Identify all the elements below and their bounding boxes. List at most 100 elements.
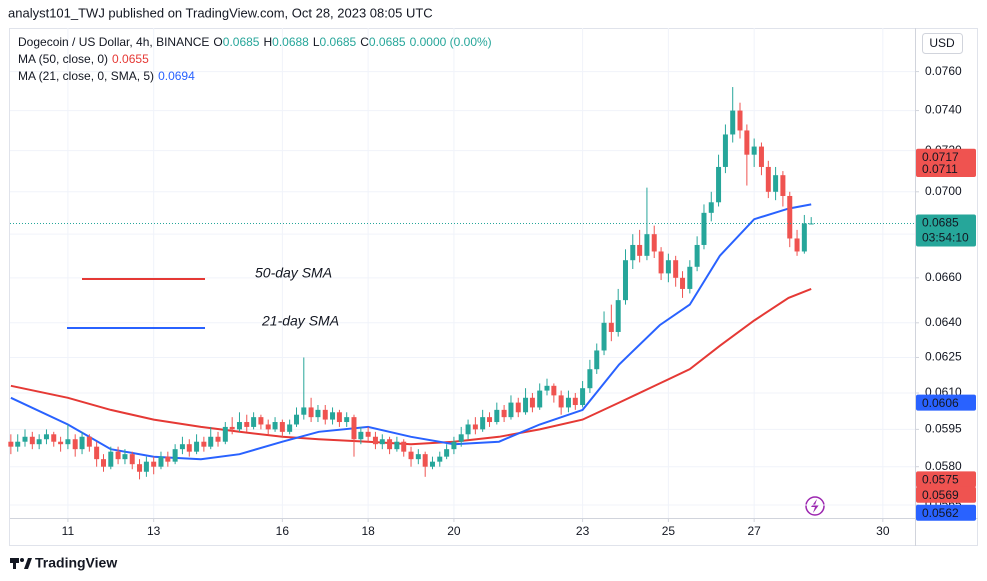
candle-body <box>236 422 242 430</box>
candle-body <box>558 395 564 408</box>
annotation-text: 50-day SMA <box>255 265 332 281</box>
candle-body <box>372 436 378 445</box>
candle-body <box>365 431 371 437</box>
change: 0.0000 (0.00%) <box>409 35 492 49</box>
candle-body <box>394 441 400 450</box>
ohlc-label: L <box>312 35 320 49</box>
candle-body <box>465 424 471 435</box>
candle-body <box>186 444 192 452</box>
ohlc-label: C <box>360 35 369 49</box>
brand-logo <box>10 558 32 569</box>
alert-icon[interactable] <box>805 496 825 516</box>
candle-body <box>122 454 128 460</box>
chart-frame <box>9 28 978 546</box>
candle-body <box>701 212 707 245</box>
candle-body <box>472 424 478 430</box>
candle-body <box>565 397 571 408</box>
candle-body <box>22 436 28 442</box>
ma-value: 0.0694 <box>158 69 195 83</box>
ohlc-label: H <box>263 35 273 49</box>
y-tick-label: 0.0760 <box>925 64 962 78</box>
candle-body <box>529 397 535 408</box>
candle-body <box>58 441 64 445</box>
price-badge-label: 0.0717 <box>922 150 959 164</box>
candle-body <box>580 388 586 406</box>
candle-body <box>143 461 149 472</box>
y-tick-label: 0.0625 <box>925 350 962 364</box>
candle-body <box>680 277 686 289</box>
candle-body <box>179 444 185 450</box>
price-badge <box>916 394 976 411</box>
ma-name: MA (21, close, 0, SMA, 5) <box>18 69 155 83</box>
candle-body <box>608 322 614 332</box>
candle-body <box>665 260 671 274</box>
x-tick-label: 23 <box>576 524 590 538</box>
candle-body <box>437 456 443 462</box>
candle-body <box>523 397 529 413</box>
candle-body <box>422 454 428 467</box>
candle-body <box>129 454 135 465</box>
candle-body <box>480 417 486 430</box>
candle-body <box>229 426 235 430</box>
candle-body <box>730 110 736 135</box>
candle-body <box>65 439 71 445</box>
ma-name: MA (50, close, 0) <box>18 52 109 66</box>
candle-body <box>279 422 285 432</box>
legend-row: MA (21, close, 0, SMA, 5) 0.0694 <box>18 68 496 85</box>
candle-body <box>780 175 786 196</box>
candle-body <box>358 431 364 440</box>
candle-body <box>651 234 657 252</box>
candle-body <box>315 409 321 418</box>
currency-box[interactable] <box>922 33 963 54</box>
candle-body <box>79 436 85 450</box>
candle-body <box>287 424 293 432</box>
candle-body <box>351 417 357 440</box>
published-line: analyst101_TWJ published on TradingView.… <box>8 5 433 20</box>
candle-body <box>801 223 807 252</box>
candle-body <box>258 417 264 425</box>
candle-body <box>101 459 107 467</box>
legend: Dogecoin / US Dollar, 4h, BINANCE O0.0685… <box>18 34 496 85</box>
price-badge-label: 0.0569 <box>922 488 959 502</box>
candle-body <box>151 461 157 467</box>
candle-body <box>765 166 771 192</box>
price-badge <box>916 504 976 521</box>
candle-body <box>444 449 450 457</box>
candle-body <box>322 409 328 420</box>
candle-body <box>458 434 464 442</box>
candle-body <box>115 451 121 460</box>
y-tick-label: 0.0660 <box>925 270 962 284</box>
candle-body <box>387 439 393 450</box>
candle-body <box>344 417 350 423</box>
candle-body <box>29 436 35 445</box>
candle-body <box>8 441 14 447</box>
candle-body <box>658 251 664 274</box>
candle-body <box>415 454 421 460</box>
candle-body <box>51 434 57 442</box>
countdown-label: 03:54:10 <box>922 231 969 245</box>
candle-body <box>408 451 414 460</box>
candle-body <box>737 110 743 131</box>
candle-body <box>601 322 607 351</box>
candle-body <box>758 146 764 167</box>
price-badge <box>916 161 976 178</box>
legend-row: Dogecoin / US Dollar, 4h, BINANCE O0.0685… <box>18 34 496 51</box>
ma-value: 0.0655 <box>112 52 149 66</box>
candle-body <box>722 134 728 167</box>
x-tick-label: 25 <box>662 524 676 538</box>
candle-body <box>244 422 250 427</box>
ma-line <box>10 203 812 461</box>
candle-body <box>137 464 143 472</box>
y-tick-label: 0.0595 <box>925 422 962 436</box>
candle-body <box>708 202 714 213</box>
candle-body <box>773 175 779 192</box>
candle-body <box>451 441 457 450</box>
candle-body <box>72 439 78 450</box>
candle-body <box>716 166 722 203</box>
price-badge <box>916 471 976 488</box>
legend-row: MA (50, close, 0) 0.0655 <box>18 51 496 68</box>
candle-body <box>158 456 164 467</box>
x-tick-label: 13 <box>147 524 161 538</box>
